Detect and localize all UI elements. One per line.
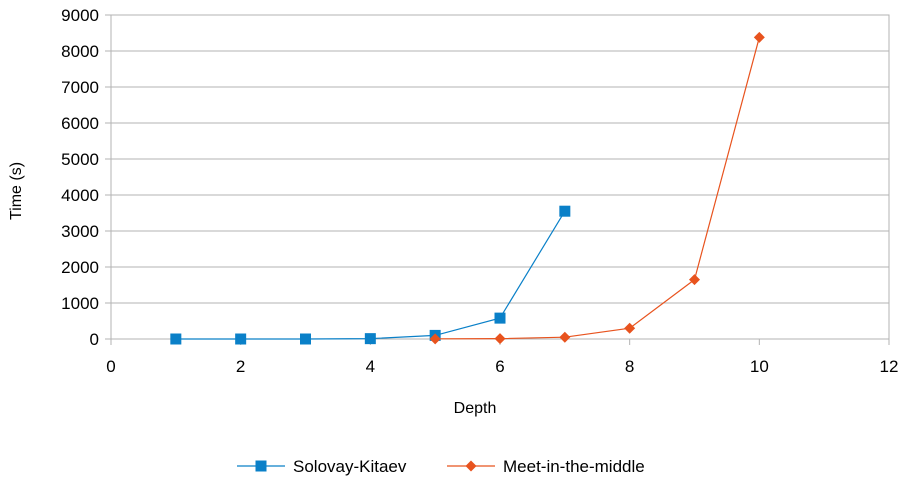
x-axis-ticks: 0 2 4 6 8 10 12 bbox=[106, 339, 898, 376]
data-point-meet-in-the-middle bbox=[494, 333, 506, 345]
x-tick-label: 10 bbox=[750, 357, 769, 376]
y-tick-label: 3000 bbox=[61, 222, 99, 241]
data-point-meet-in-the-middle bbox=[753, 31, 765, 43]
y-axis-title: Time (s) bbox=[8, 162, 25, 220]
plot-area-frame bbox=[110, 14, 890, 340]
x-axis-title: Depth bbox=[454, 400, 497, 417]
series-solovay-kitaev bbox=[170, 205, 571, 345]
y-tick-label: 6000 bbox=[61, 114, 99, 133]
data-point-solovay-kitaev bbox=[364, 333, 376, 345]
data-point-meet-in-the-middle bbox=[559, 331, 571, 343]
data-point-meet-in-the-middle bbox=[689, 274, 700, 286]
data-point-solovay-kitaev bbox=[559, 205, 571, 217]
legend-item-solovay-kitaev: Solovay-Kitaev bbox=[237, 457, 407, 476]
data-point-meet-in-the-middle bbox=[624, 322, 636, 334]
gridlines bbox=[111, 14, 889, 340]
data-point-solovay-kitaev bbox=[235, 333, 247, 345]
legend-label: Solovay-Kitaev bbox=[293, 457, 407, 476]
x-tick-label: 8 bbox=[625, 357, 634, 376]
y-tick-label: 8000 bbox=[61, 42, 99, 61]
data-point-solovay-kitaev bbox=[170, 333, 182, 345]
data-point-solovay-kitaev bbox=[494, 312, 506, 324]
series-layer bbox=[170, 31, 765, 345]
y-tick-label: 0 bbox=[90, 330, 99, 349]
x-tick-label: 12 bbox=[880, 357, 899, 376]
y-tick-label: 7000 bbox=[61, 78, 99, 97]
y-tick-label: 4000 bbox=[61, 186, 99, 205]
legend-marker bbox=[255, 460, 267, 472]
legend: Solovay-Kitaev Meet-in-the-middle bbox=[237, 457, 645, 476]
y-tick-label: 5000 bbox=[61, 150, 99, 169]
x-tick-label: 6 bbox=[495, 357, 504, 376]
y-axis-ticks: 0 1000 2000 3000 4000 5000 6000 7000 8000 9000 bbox=[61, 6, 111, 349]
legend-label: Meet-in-the-middle bbox=[503, 457, 645, 476]
series-line-solovay-kitaev bbox=[175, 210, 566, 340]
x-tick-label: 2 bbox=[236, 357, 245, 376]
x-tick-label: 0 bbox=[106, 357, 115, 376]
y-tick-label: 2000 bbox=[61, 258, 99, 277]
y-tick-label: 1000 bbox=[61, 294, 99, 313]
legend-item-meet-in-the-middle: Meet-in-the-middle bbox=[447, 457, 645, 476]
y-tick-label: 9000 bbox=[61, 6, 99, 25]
x-tick-label: 4 bbox=[366, 357, 375, 376]
data-point-solovay-kitaev bbox=[300, 333, 311, 345]
legend-marker bbox=[465, 460, 477, 472]
data-point-meet-in-the-middle bbox=[429, 333, 441, 345]
series-meet-in-the-middle bbox=[429, 31, 765, 345]
series-line-meet-in-the-middle bbox=[435, 37, 760, 340]
